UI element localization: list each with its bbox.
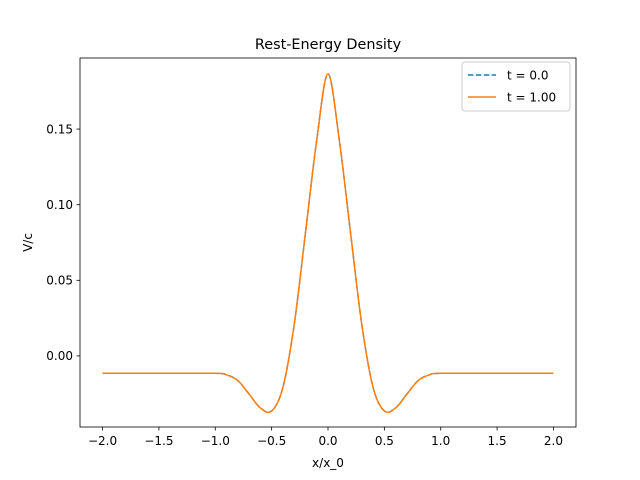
x-tick-label: 0.0 bbox=[318, 434, 337, 448]
x-axis-label: x/x_0 bbox=[312, 456, 344, 470]
x-tick-label: −1.0 bbox=[201, 434, 230, 448]
x-tick-label: −2.0 bbox=[88, 434, 117, 448]
x-tick-label: −0.5 bbox=[257, 434, 286, 448]
plot-area bbox=[102, 73, 554, 414]
series-line-2 bbox=[102, 73, 554, 414]
legend: t = 0.0 t = 1.00 bbox=[461, 61, 571, 112]
x-tick-label: 0.5 bbox=[375, 434, 394, 448]
axis-ticks: −2.0 −1.5 −1.0 −0.5 0.0 0.5 1.0 1.5 2.0 0.00 0.05 0… bbox=[46, 122, 563, 448]
x-tick-label: 2.0 bbox=[544, 434, 563, 448]
x-tick-label: −1.5 bbox=[144, 434, 173, 448]
y-tick-label: 0.15 bbox=[46, 122, 73, 136]
y-tick-label: 0.00 bbox=[46, 349, 73, 363]
y-axis-label: V/c bbox=[21, 233, 35, 252]
y-tick-label: 0.05 bbox=[46, 274, 73, 288]
legend-label-2: t = 1.00 bbox=[507, 90, 556, 104]
y-tick-label: 0.10 bbox=[46, 198, 73, 212]
chart-title: Rest-Energy Density bbox=[255, 37, 402, 53]
x-tick-label: 1.5 bbox=[488, 434, 507, 448]
legend-label-1: t = 0.0 bbox=[507, 68, 548, 82]
x-tick-label: 1.0 bbox=[431, 434, 450, 448]
